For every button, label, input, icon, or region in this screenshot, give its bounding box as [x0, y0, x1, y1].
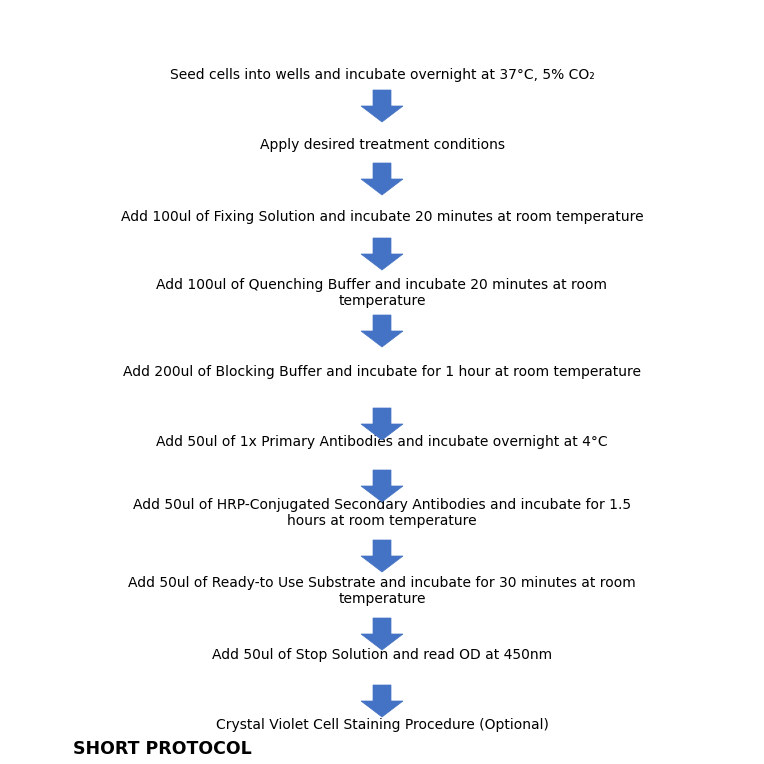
Polygon shape — [361, 315, 403, 347]
Polygon shape — [361, 540, 403, 572]
Polygon shape — [361, 163, 403, 195]
Polygon shape — [361, 685, 403, 717]
Text: SHORT PROTOCOL: SHORT PROTOCOL — [73, 740, 251, 758]
Polygon shape — [361, 90, 403, 122]
Text: Add 100ul of Quenching Buffer and incubate 20 minutes at room
temperature: Add 100ul of Quenching Buffer and incuba… — [157, 278, 607, 308]
Text: Add 50ul of HRP-Conjugated Secondary Antibodies and incubate for 1.5
hours at ro: Add 50ul of HRP-Conjugated Secondary Ant… — [133, 498, 631, 528]
Text: Crystal Violet Cell Staining Procedure (Optional): Crystal Violet Cell Staining Procedure (… — [215, 718, 549, 732]
Text: Apply des​ired treatment conditions: Apply des​ired treatment conditions — [260, 138, 504, 152]
Text: Add 50ul of Stop Solution and read OD at 450nm: Add 50ul of Stop Solution and read OD at… — [212, 648, 552, 662]
Text: Add 100ul of Fixing Solution and incubate 20 minutes at room temperature: Add 100ul of Fixing Solution and incubat… — [121, 210, 643, 224]
Polygon shape — [361, 618, 403, 650]
Polygon shape — [361, 470, 403, 502]
Text: Add 50ul of 1x Primary Antibodies and incubate overnight at 4°C: Add 50ul of 1x Primary Antibodies and in… — [156, 435, 608, 449]
Text: Add 50ul of Ready-to Use Substrate and incubate for 30 minutes at room
temperatu: Add 50ul of Ready-to Use Substrate and i… — [128, 576, 636, 606]
Text: Seed cells into wells and incubate overnight at 37°C, 5% CO₂: Seed cells into wells and incubate overn… — [170, 68, 594, 82]
Polygon shape — [361, 408, 403, 440]
Polygon shape — [361, 238, 403, 270]
Text: Add 200ul of Blocking Buffer and incubate for 1 hour at room temperature: Add 200ul of Blocking Buffer and incubat… — [123, 365, 641, 379]
